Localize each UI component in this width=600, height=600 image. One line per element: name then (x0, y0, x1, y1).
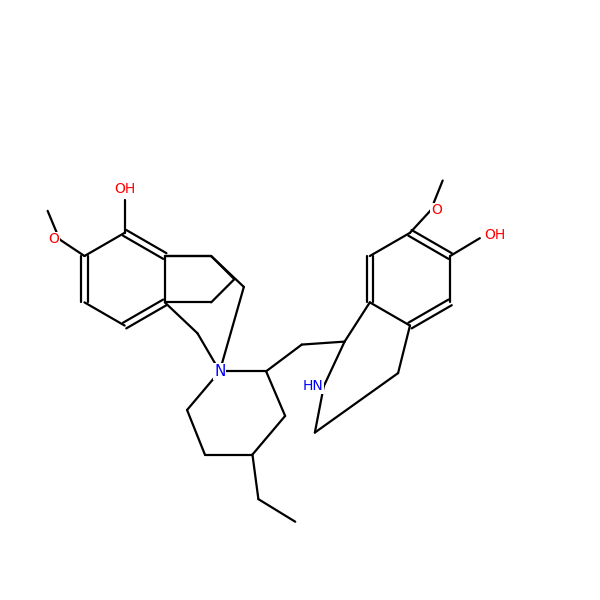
Text: HN: HN (303, 379, 324, 393)
Text: OH: OH (485, 228, 506, 242)
Text: N: N (214, 364, 226, 379)
Text: O: O (49, 232, 59, 247)
Text: O: O (431, 203, 442, 217)
Text: OH: OH (114, 182, 135, 196)
